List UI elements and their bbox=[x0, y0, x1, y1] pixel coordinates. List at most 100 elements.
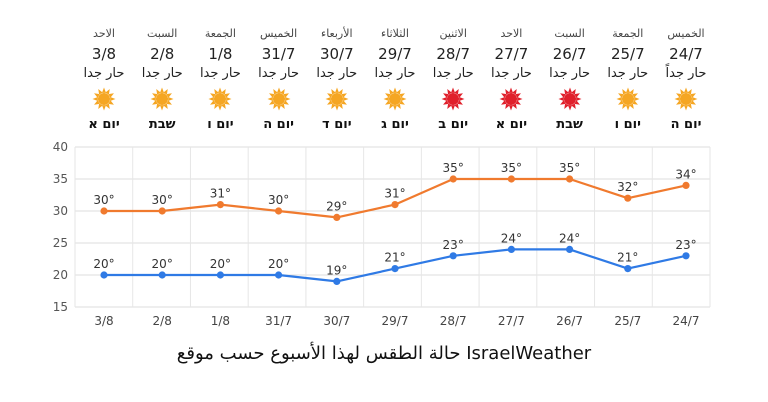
data-label: 34° bbox=[675, 167, 696, 181]
day-condition: حار جدا bbox=[374, 66, 416, 81]
data-label: 24° bbox=[559, 231, 580, 245]
day-condition: حار جدا bbox=[83, 66, 125, 81]
day-column: الخميس 31/7 حار جدا יום ה bbox=[250, 0, 308, 140]
day-condition: حار جدا bbox=[490, 66, 532, 81]
x-tick-label: 30/7 bbox=[323, 314, 350, 328]
data-point bbox=[216, 201, 224, 209]
x-tick-label: 28/7 bbox=[440, 314, 467, 328]
sun-icon bbox=[499, 87, 523, 111]
data-point bbox=[100, 207, 108, 215]
data-label: 21° bbox=[617, 251, 638, 265]
data-point bbox=[216, 271, 224, 279]
data-label: 31° bbox=[384, 187, 405, 201]
y-tick-label: 25 bbox=[53, 236, 68, 250]
day-condition: حار جدا bbox=[432, 66, 474, 81]
day-condition: حار جداً bbox=[665, 66, 707, 81]
data-point bbox=[507, 175, 515, 183]
data-point bbox=[566, 175, 574, 183]
temperature-line-chart: 15 20 25 30 35 40 3/8 2/8 1/8 31/7 30/7 29/7 28/7 27/… bbox=[53, 140, 711, 328]
day-date: 2/8 bbox=[150, 45, 175, 63]
sun-icon bbox=[383, 87, 407, 111]
day-name: الخميس bbox=[259, 27, 298, 40]
day-hebrew-label: שבת bbox=[148, 117, 176, 132]
day-hebrew-label: יום ו bbox=[207, 117, 234, 132]
day-date: 25/7 bbox=[610, 45, 645, 63]
data-point bbox=[682, 252, 690, 260]
day-condition: حار جدا bbox=[199, 66, 241, 81]
data-label: 35° bbox=[443, 161, 464, 175]
day-name: الاثنين bbox=[439, 27, 467, 40]
x-tick-label: 26/7 bbox=[556, 314, 583, 328]
day-name: الجمعة bbox=[204, 27, 236, 40]
day-column: الخميس 24/7 حار جداً יום ה bbox=[657, 0, 715, 140]
sun-icon bbox=[325, 87, 349, 111]
data-point bbox=[682, 181, 690, 189]
data-point bbox=[391, 265, 399, 273]
day-name: الخميس bbox=[667, 27, 705, 40]
day-date: 28/7 bbox=[436, 45, 471, 63]
data-point bbox=[275, 207, 283, 215]
data-point bbox=[624, 265, 632, 273]
day-column: الاحد 27/7 حار جدا יום א bbox=[482, 0, 540, 140]
day-name: الجمعة bbox=[612, 27, 644, 40]
data-point bbox=[449, 252, 457, 260]
data-label: 29° bbox=[326, 199, 347, 213]
y-tick-label: 40 bbox=[53, 140, 68, 154]
data-label: 30° bbox=[93, 193, 114, 207]
day-hebrew-label: יום ה bbox=[263, 117, 294, 132]
x-tick-label: 25/7 bbox=[614, 314, 641, 328]
day-hebrew-label: יום ב bbox=[438, 117, 469, 132]
data-point bbox=[566, 245, 574, 253]
day-name: الثلاثاء bbox=[381, 27, 409, 40]
day-date: 1/8 bbox=[208, 45, 233, 63]
day-column: الاثنين 28/7 حار جدا יום ב bbox=[424, 0, 482, 140]
day-condition: حار جدا bbox=[316, 66, 358, 81]
data-label: 20° bbox=[268, 257, 289, 271]
day-hebrew-label: יום ד bbox=[322, 117, 352, 132]
y-tick-label: 35 bbox=[53, 172, 68, 186]
data-label: 23° bbox=[675, 238, 696, 252]
data-point bbox=[391, 201, 399, 209]
day-hebrew-label: יום ה bbox=[670, 117, 702, 132]
chart-caption: حالة الطقس لهذا الأسبوع حسب موقع IsraelW… bbox=[176, 343, 592, 364]
day-column: الجمعة 25/7 حار جدا יום ו bbox=[599, 0, 657, 140]
data-label: 35° bbox=[501, 161, 522, 175]
y-tick-label: 30 bbox=[53, 204, 68, 218]
x-tick-label: 3/8 bbox=[94, 314, 113, 328]
sun-icon bbox=[441, 87, 465, 111]
data-label: 30° bbox=[152, 193, 173, 207]
x-tick-label: 29/7 bbox=[382, 314, 409, 328]
day-condition: حار جدا bbox=[607, 66, 649, 81]
day-name: السبت bbox=[554, 27, 585, 40]
day-condition: حار جدا bbox=[141, 66, 183, 81]
data-label: 20° bbox=[152, 257, 173, 271]
day-name: السبت bbox=[147, 27, 178, 40]
data-point bbox=[333, 277, 341, 285]
data-label: 20° bbox=[93, 257, 114, 271]
sun-icon bbox=[92, 87, 116, 111]
data-label: 31° bbox=[210, 187, 231, 201]
day-hebrew-label: יום ו bbox=[614, 117, 641, 132]
day-column: الثلاثاء 29/7 حار جدا יום ג bbox=[366, 0, 424, 140]
sun-icon bbox=[208, 87, 232, 111]
day-column: الأربعاء 30/7 حار جدا יום ד bbox=[308, 0, 366, 140]
data-label: 21° bbox=[384, 251, 405, 265]
forecast-days-strip: الاحد 3/8 حار جدا יום א السبت 2/8 حار جدا שבת ال… bbox=[0, 0, 768, 140]
sun-icon bbox=[558, 87, 582, 111]
y-tick-label: 15 bbox=[53, 300, 68, 314]
day-date: 31/7 bbox=[261, 45, 296, 63]
data-label: 32° bbox=[617, 180, 638, 194]
day-column: الجمعة 1/8 حار جدا יום ו bbox=[191, 0, 249, 140]
day-name: الأربعاء bbox=[321, 27, 353, 40]
day-column: السبت 2/8 حار جدا שבת bbox=[133, 0, 191, 140]
x-tick-label: 24/7 bbox=[673, 314, 700, 328]
x-tick-label: 2/8 bbox=[153, 314, 172, 328]
day-date: 26/7 bbox=[552, 45, 587, 63]
day-date: 27/7 bbox=[494, 45, 529, 63]
data-point bbox=[100, 271, 108, 279]
day-hebrew-label: יום א bbox=[495, 117, 528, 132]
day-hebrew-label: יום ג bbox=[381, 117, 409, 132]
data-point bbox=[158, 271, 166, 279]
day-hebrew-label: שבת bbox=[556, 117, 583, 132]
sun-icon bbox=[267, 87, 291, 111]
